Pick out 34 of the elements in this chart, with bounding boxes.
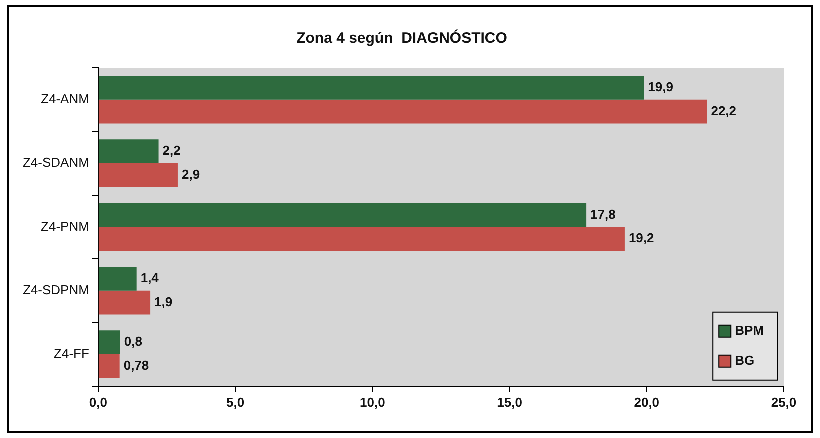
y-tick-label: Z4-SDANM [22,155,90,170]
bar [98,140,159,164]
chart-title: Zona 4 según DIAGNÓSTICO [296,29,508,48]
data-label: 1,4 [140,270,160,286]
data-label: 2,9 [182,167,200,182]
y-tick-label: Z4-FF [54,346,90,362]
x-tick-label: 20,0 [634,394,660,410]
bar [98,227,625,252]
bar [98,203,587,228]
bar [98,164,178,188]
data-label: 1,9 [154,294,173,310]
data-label: 0,78 [124,358,150,374]
bar [98,100,708,124]
bar [98,330,120,355]
bar [98,76,644,100]
bar [98,290,151,315]
y-tick-label: Z4-PNM [41,218,90,234]
x-tick-label: 25,0 [771,394,797,410]
bar [98,354,120,378]
x-tick-label: 0,0 [89,394,108,410]
data-label: 22,2 [711,103,737,118]
data-label: 17,8 [590,206,616,222]
legend-label: BPM [735,322,764,338]
data-label: 19,9 [648,79,674,94]
data-label: 19,2 [628,230,654,246]
legend-label: BG [735,352,755,368]
x-tick-label: 5,0 [226,394,245,410]
y-tick-label: Z4-ANM [41,91,90,106]
data-label: 2,2 [162,143,181,158]
x-tick-label: 10,0 [360,394,386,410]
bar [98,267,137,291]
data-label: 0,8 [124,334,142,350]
y-tick-label: Z4-SDPNM [22,282,90,298]
x-tick-label: 15,0 [497,394,522,410]
